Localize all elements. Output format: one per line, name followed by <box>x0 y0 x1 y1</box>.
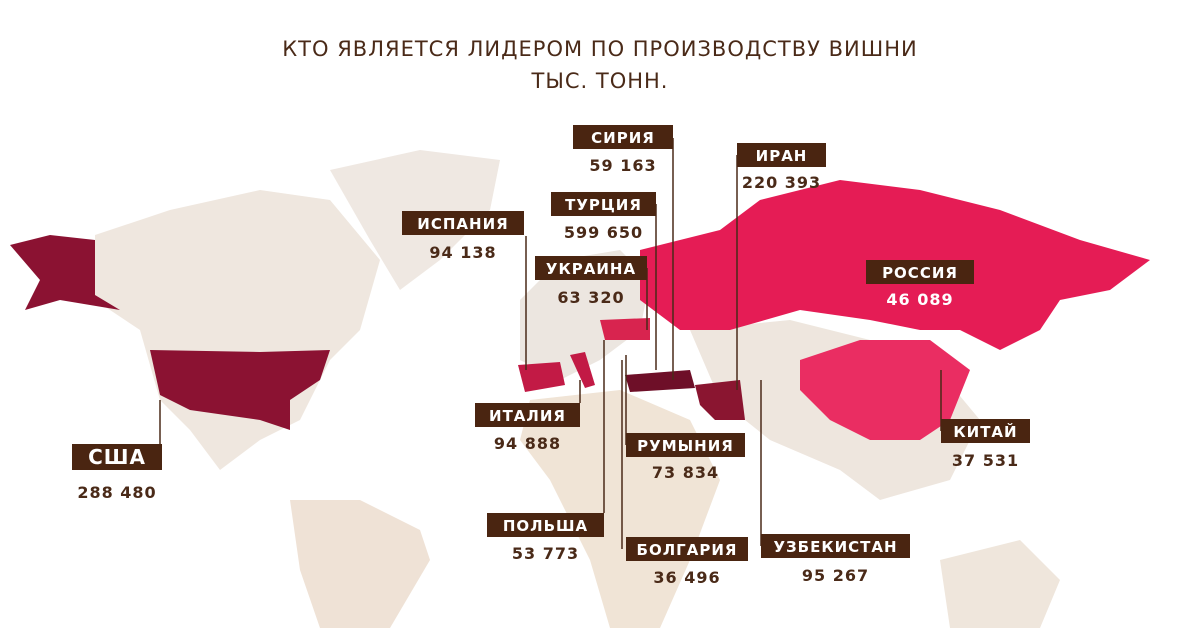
country-value: 46 089 <box>886 290 953 309</box>
country-name: РУМЫНИЯ <box>637 437 734 455</box>
country-name: КИТАЙ <box>953 422 1017 441</box>
country-value: 36 496 <box>653 568 720 587</box>
label-box <box>551 192 656 216</box>
country-name: ТУРЦИЯ <box>565 196 642 214</box>
country-name: ИСПАНИЯ <box>417 215 508 233</box>
label-box <box>487 513 604 537</box>
country-name: ПОЛЬША <box>503 517 588 535</box>
label-box <box>866 260 974 284</box>
land-north-america <box>95 190 380 470</box>
country-name: УЗБЕКИСТАН <box>773 538 897 556</box>
country-name: БОЛГАРИЯ <box>637 541 738 559</box>
label-box <box>475 403 580 427</box>
country-italy <box>570 352 595 388</box>
country-turkey <box>625 370 695 392</box>
label-box <box>626 433 745 457</box>
country-value: 73 834 <box>652 463 719 482</box>
label-box <box>941 419 1030 443</box>
subtitle: ТЫС. ТОНН. <box>531 69 669 93</box>
country-name: США <box>88 445 146 469</box>
country-value: 63 320 <box>557 288 624 307</box>
country-name: ИТАЛИЯ <box>489 407 566 425</box>
country-value: 94 138 <box>429 243 496 262</box>
country-name: СИРИЯ <box>591 129 655 147</box>
label-box <box>402 211 524 235</box>
country-name: УКРАИНА <box>546 260 636 278</box>
country-value: 59 163 <box>589 156 656 175</box>
country-value: 95 267 <box>802 566 869 585</box>
country-name: РОССИЯ <box>882 264 958 282</box>
label-box <box>626 537 748 561</box>
country-alaska <box>10 235 120 310</box>
country-value: 220 393 <box>742 173 821 192</box>
country-value: 37 531 <box>952 451 1019 470</box>
country-usa <box>150 350 330 430</box>
label-box <box>573 125 673 149</box>
country-ukraine <box>600 318 650 340</box>
country-value: 288 480 <box>77 483 156 502</box>
label-box <box>72 444 162 470</box>
title: КТО ЯВЛЯЕТСЯ ЛИДЕРОМ ПО ПРОИЗВОДСТВУ ВИШ… <box>282 37 917 61</box>
country-labels: США 288 480 ИСПАНИЯ 94 138 ИТАЛИЯ 94 888 ПОЛЬШ… <box>72 125 1030 587</box>
country-iran <box>695 380 745 420</box>
country-china <box>800 340 970 440</box>
country-spain <box>518 362 565 392</box>
label-box <box>737 143 826 167</box>
country-value: 599 650 <box>564 223 643 242</box>
country-value: 94 888 <box>494 434 561 453</box>
land-europe <box>520 250 650 380</box>
label-box <box>761 534 910 558</box>
country-name: ИРАН <box>756 147 808 165</box>
label-box <box>535 256 647 280</box>
country-value: 53 773 <box>512 544 579 563</box>
land-south-america <box>290 500 430 628</box>
land-australia <box>940 540 1060 628</box>
